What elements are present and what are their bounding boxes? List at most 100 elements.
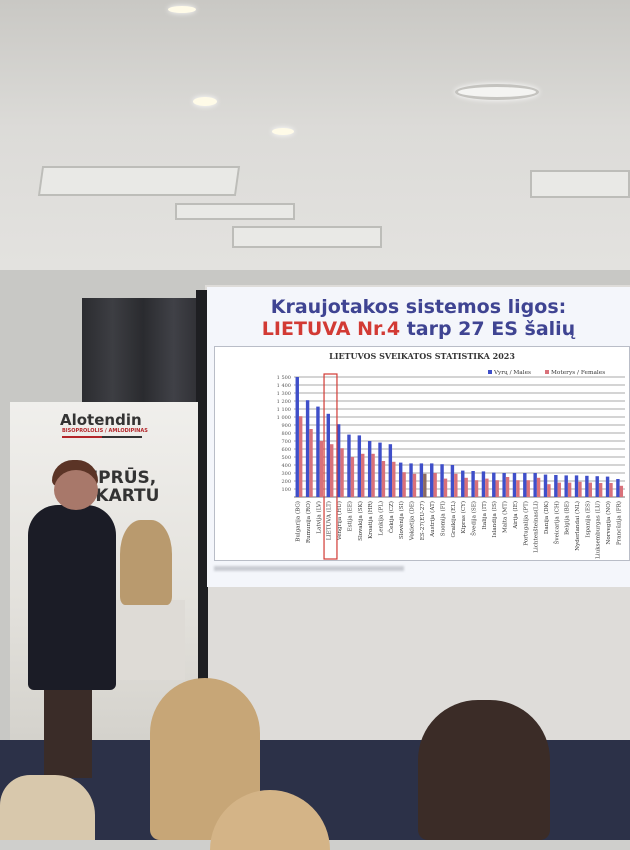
- bar-males: [461, 470, 465, 497]
- bar-females: [402, 472, 406, 497]
- bar-males: [440, 464, 444, 497]
- x-tick-label: Kipras (CY): [460, 501, 467, 534]
- bar-males: [409, 463, 413, 497]
- bar-females: [371, 453, 375, 497]
- slide-subtitle: LIETUVA Nr.4 tarp 27 ES šalių: [207, 318, 630, 340]
- x-tick-label: Kroatija (HR): [367, 501, 374, 539]
- bar-males: [564, 475, 568, 497]
- chart-frame: [214, 346, 630, 561]
- x-tick-label: ES-27(EU-27): [419, 501, 426, 540]
- x-tick-label: Lenkija (PL): [377, 501, 384, 536]
- pillar: [196, 290, 208, 680]
- bar-females: [319, 441, 324, 497]
- bar-males: [347, 434, 351, 497]
- x-tick-label: Lichtenšteinas(LI): [533, 501, 540, 553]
- ceiling-vent: [530, 170, 630, 198]
- legend-swatch-females: [545, 370, 549, 374]
- bar-females: [309, 429, 313, 497]
- bar-males: [419, 463, 424, 497]
- x-tick-label: Švedija (SE): [470, 501, 478, 536]
- x-tick-label: Graikija (EL): [450, 501, 457, 537]
- x-tick-label: Liuksemburgas (LU): [595, 501, 602, 559]
- bar-males: [378, 442, 382, 497]
- bar-females: [381, 461, 386, 497]
- slide-title-rest: tarp 27 ES šalių: [400, 318, 576, 340]
- x-tick-label: Šveicarija (CH): [552, 501, 560, 544]
- ceiling-light: [168, 6, 196, 13]
- x-tick-label: Vengrija (HU): [336, 501, 343, 541]
- y-tick-label: 600: [281, 447, 291, 453]
- y-tick-label: 1 100: [277, 407, 291, 413]
- x-tick-label: Norvegija (NO): [605, 501, 612, 544]
- legend-label-females: Moterys / Females: [551, 370, 605, 376]
- highlight-box-lithuania: [323, 373, 338, 560]
- bar-males: [492, 472, 496, 497]
- bar-males: [367, 441, 372, 497]
- curtain: [82, 298, 204, 408]
- bar-females: [598, 483, 603, 497]
- bar-males: [605, 476, 610, 497]
- speaker-legs: [44, 688, 92, 778]
- bar-males: [316, 406, 320, 497]
- bar-females: [619, 485, 624, 497]
- x-tick-label: Ispanija (ES): [584, 501, 591, 538]
- x-tick-label: Čekija (CZ): [387, 501, 395, 533]
- speaker: [28, 505, 116, 690]
- x-tick-label: Italija (IT): [481, 501, 488, 530]
- bar-males: [595, 476, 599, 497]
- x-tick-label: Rumunija (RO): [305, 501, 312, 543]
- bar-males: [533, 473, 537, 497]
- bar-females: [485, 478, 489, 497]
- bar-females: [547, 484, 551, 497]
- x-tick-label: Portugalija (PT): [522, 501, 529, 546]
- banner-logo-sub: BISOPROLOLIS / AMLODIPINAS: [62, 428, 148, 434]
- ceiling-light: [272, 128, 294, 135]
- bar-males: [574, 475, 579, 497]
- x-tick-label: LIETUVA (LT): [326, 501, 333, 540]
- y-tick-label: 1 300: [277, 391, 291, 397]
- bar-females: [423, 473, 427, 497]
- audience-member: [0, 775, 95, 840]
- x-tick-label: Austrija (AT): [429, 501, 436, 538]
- legend-label-males: Vyrų / Males: [493, 370, 531, 376]
- y-tick-label: 1 200: [277, 399, 291, 405]
- x-tick-label: Latvija (LV): [315, 501, 322, 534]
- ceiling-vent: [175, 203, 295, 220]
- banner-logo: Alotendin: [60, 411, 142, 429]
- bar-females: [464, 477, 468, 497]
- ceiling-vent: [232, 226, 382, 248]
- x-tick-label: Suomija (FI): [440, 501, 447, 536]
- y-tick-label: 1 000: [277, 415, 291, 421]
- bar-males: [585, 475, 589, 497]
- bar-females: [474, 480, 479, 497]
- bar-females: [516, 480, 520, 497]
- x-tick-label: Vokietija (DE): [408, 501, 415, 541]
- bar-females: [526, 480, 530, 497]
- ceiling-light: [193, 97, 217, 106]
- bar-females: [350, 457, 355, 497]
- x-tick-label: Slovakija (SK): [357, 501, 364, 541]
- x-tick-label: Bulgarija (BG): [295, 501, 302, 542]
- x-tick-label: Airija (IE): [512, 501, 519, 530]
- x-tick-label: Danija (DK): [543, 501, 550, 534]
- y-tick-label: 1 500: [277, 375, 291, 381]
- bar-males: [543, 474, 548, 497]
- banner-logo-line: [62, 436, 142, 438]
- bar-females: [329, 444, 334, 497]
- bar-females: [392, 461, 396, 497]
- ceiling-light: [455, 84, 539, 100]
- source-note-blurred: [214, 566, 404, 571]
- y-tick-label: 400: [281, 463, 291, 469]
- bar-females: [361, 453, 365, 497]
- bar-females: [536, 477, 541, 497]
- bar-females: [433, 473, 437, 497]
- bar-females: [454, 473, 458, 497]
- bar-males: [512, 473, 517, 497]
- x-tick-label: Nyderlandai (NL): [574, 501, 581, 551]
- y-tick-label: 700: [281, 439, 291, 445]
- chart-title: LIETUVOS SVEIKATOS STATISTIKA 2023: [329, 351, 515, 361]
- bar-females: [505, 477, 510, 497]
- bar-females: [495, 480, 499, 497]
- speaker-head: [54, 470, 98, 510]
